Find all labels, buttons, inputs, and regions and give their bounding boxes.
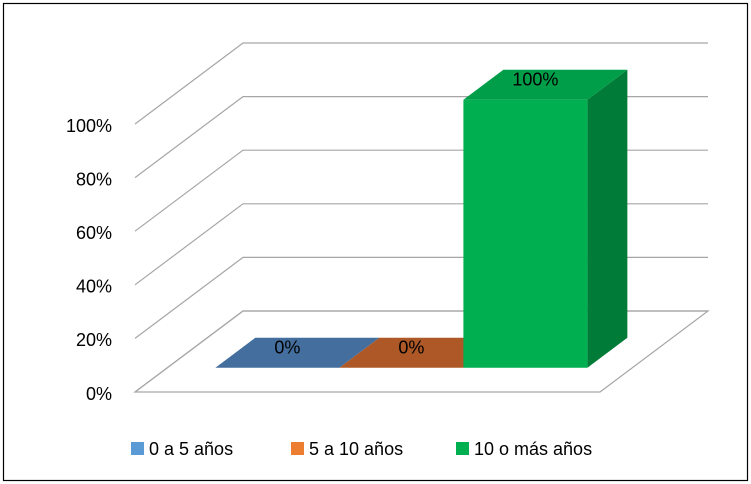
floor [133,310,710,393]
y-tick-label: 60% [76,223,112,243]
y-tick-label: 80% [76,169,112,189]
legend-swatch [131,442,144,455]
legend-label: 5 a 10 años [309,439,403,459]
bar-top [339,337,504,368]
bar-front [463,99,588,368]
bar-side [587,69,628,368]
data-label: 0% [274,337,300,357]
bar [463,69,628,368]
y-tick-label: 0% [86,384,112,404]
legend-label: 10 o más años [474,439,592,459]
legend-swatch [291,442,304,455]
y-tick-label: 40% [76,277,112,297]
y-tick-label: 100% [66,116,112,136]
bar-top [215,337,380,368]
bar-top [463,69,628,100]
bar [339,337,504,368]
grid-line [134,42,708,125]
data-label: 0% [398,337,424,357]
data-label: 100% [512,69,558,89]
legend-label: 0 a 5 años [149,439,233,459]
legend-swatch [456,442,469,455]
bar [215,337,380,368]
y-tick-label: 20% [76,330,112,350]
